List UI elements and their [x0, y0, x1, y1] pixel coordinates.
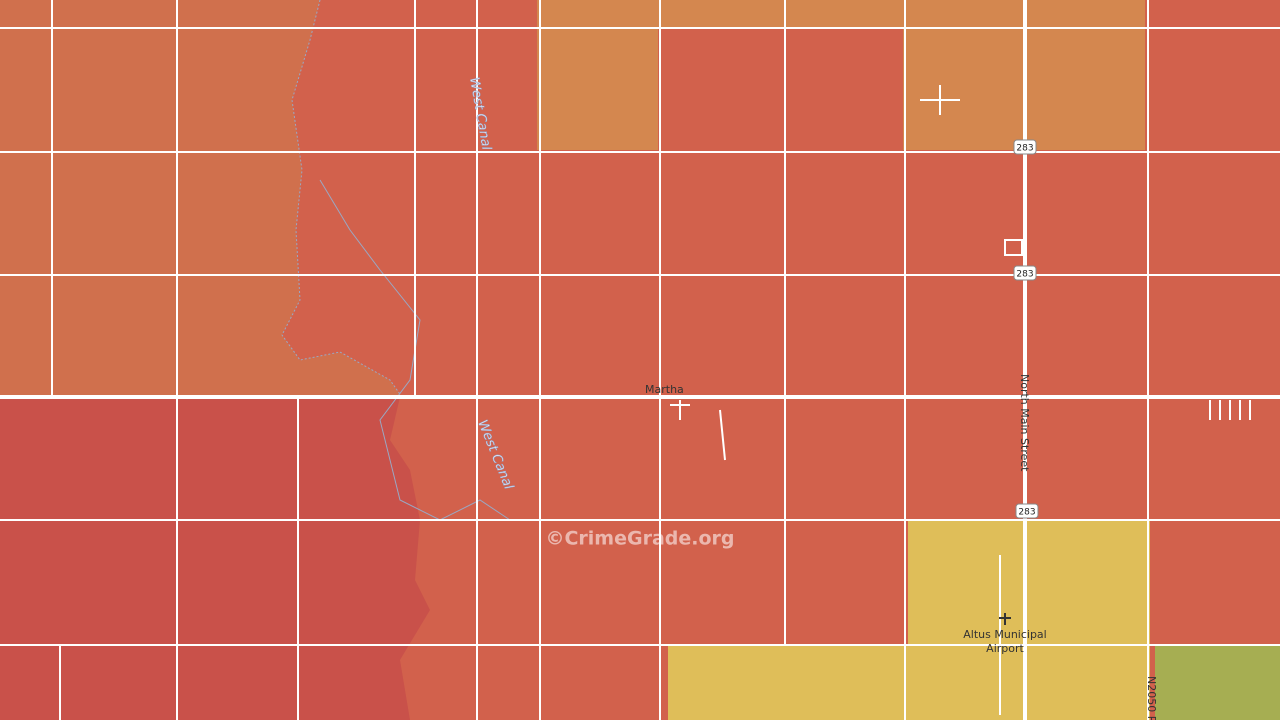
- shield-label: 283: [1018, 508, 1035, 518]
- boundary: [281, 0, 403, 398]
- watermark: ©CrimeGrade.org: [545, 528, 734, 550]
- road-label: N2050 R: [1145, 676, 1158, 720]
- shield: 283: [1013, 265, 1037, 281]
- region: [1155, 645, 1280, 720]
- road-label: North Main Street: [1018, 374, 1031, 472]
- airport-icon: [999, 613, 1011, 625]
- stream: [319, 179, 511, 521]
- place-label: Martha: [645, 383, 684, 396]
- region: [0, 0, 402, 397]
- region: [668, 520, 1150, 720]
- shield-label: 283: [1016, 144, 1033, 154]
- shield: 283: [1013, 139, 1037, 155]
- region: [537, 0, 1145, 150]
- place-label: Altus Municipal Airport: [963, 628, 1047, 655]
- region: [0, 397, 430, 720]
- shield-label: 283: [1016, 270, 1033, 280]
- shield: 283: [1015, 503, 1039, 519]
